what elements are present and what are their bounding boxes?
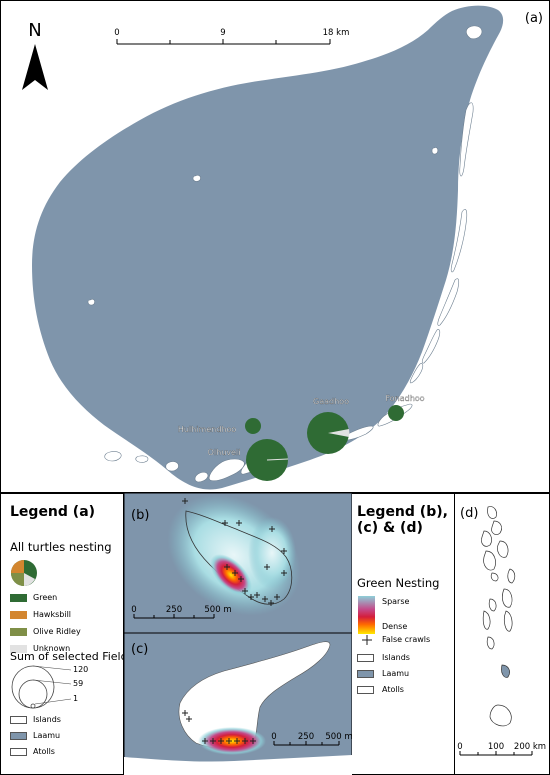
island-label-olhuveli: Olhuveli [208,448,241,457]
legend-bcd: Legend (b), (c) & (d) Green Nesting Spar… [352,493,454,775]
scale-a-tick-0: 0 [114,28,119,38]
pie-gaadhoo [307,412,350,454]
north-label: N [28,20,41,41]
scale-bar-d: 0 100 200 km [457,742,546,756]
legend-a-hawksbill: Hawksbill [33,610,72,619]
swatch-atolls-bcd [357,686,374,694]
panel-b-map: 0 250 500 m (b) [124,493,352,633]
legend-a-title: Legend (a) [10,504,96,520]
scale-a-tick-1: 9 [220,28,225,38]
legend-a-size-title: Sum of selected Fields [10,650,134,663]
legend-bcd-nesting-title: Green Nesting [357,576,440,590]
north-arrow-icon: N [22,20,48,90]
swatch-unknown [10,645,27,653]
swatch-olive-ridley [10,628,27,636]
scale-d-tick-2: 200 km [514,742,546,752]
island-label-hulhimendhoo: Hulhimendhoo [178,425,236,434]
island-b-outline [185,510,293,605]
scale-b-tick-1: 250 [166,605,182,615]
scale-b-tick-2: 500 m [204,605,231,615]
swatch-atolls-a [10,748,27,756]
island-label-fonadhoo: Fonadhoo [385,394,424,403]
scale-d-tick-0: 0 [457,742,462,752]
pie-hulhimendhoo [245,418,261,434]
scale-c-tick-1: 250 [298,732,314,742]
swatch-laamu-a [10,732,27,740]
legend-sparse: Sparse [382,597,410,606]
swatch-islands-bcd [357,654,374,662]
false-crawls-c [182,710,256,744]
scale-a-tick-2: 18 km [323,28,350,38]
legend-a-pie-icon [11,560,37,586]
legend-dense: Dense [382,622,408,631]
legend-bcd-laamu: Laamu [382,669,410,678]
panel-d-map: (d) 0 100 200 km [454,493,550,775]
scale-bar-b: 0 250 500 m [131,605,232,619]
swatch-green [10,594,27,602]
swatch-hawksbill [10,611,27,619]
maldives-atolls [481,506,516,650]
legend-a-olive-ridley: Olive Ridley [33,627,81,636]
addu-atoll-d [489,704,512,727]
size-value-1: 1 [73,694,79,703]
scale-c-tick-2: 500 m [325,732,352,742]
legend-a-atolls: Atolls [33,747,55,756]
legend-bcd-title: Legend (b), (c) & (d) [357,504,448,536]
scale-bar-c: 0 250 500 m [271,732,352,746]
laamu-atoll [32,5,504,490]
panel-a-label: (a) [525,11,543,26]
false-crawl-icon [362,635,372,645]
island-label-gaadhoo: Gaadhoo [313,397,349,406]
atoll-c [124,755,352,775]
density-ramp [358,596,375,634]
panel-b-label: (b) [131,508,149,523]
scale-bar-a: 0 9 18 km [114,28,350,45]
legend-bcd-atolls: Atolls [382,685,404,694]
scale-c-tick-0: 0 [271,732,276,742]
panel-a-map: N 0 9 18 km (a) Gaadhoo Olhuveli Fonadho… [0,0,550,493]
pie-fonadhoo [388,405,404,421]
legend-a-laamu: Laamu [33,731,61,740]
panel-c-map: 0 250 500 m (c) [124,633,352,775]
laamu-atoll-d [501,664,510,678]
pie-olhuveli [246,439,289,481]
legend-a-nesting-title: All turtles nesting [10,540,112,554]
legend-a-islands: Islands [33,715,61,724]
scale-d-tick-1: 100 [488,742,504,752]
legend-a: Legend (a) All turtles nesting Green Haw… [0,493,133,775]
legend-a-green: Green [33,593,58,602]
legend-a-size-circles [11,665,72,709]
false-crawls-b [182,498,287,606]
legend-bcd-islands: Islands [382,653,410,662]
size-value-120: 120 [73,665,89,674]
scale-b-tick-0: 0 [131,605,136,615]
swatch-laamu-bcd [357,670,374,678]
panel-c-label: (c) [131,642,148,657]
swatch-islands-a [10,716,27,724]
panel-d-label: (d) [460,506,478,521]
legend-false-crawls: False crawls [382,635,431,644]
size-value-59: 59 [73,679,84,688]
legend-a-unknown: Unknown [33,644,71,653]
